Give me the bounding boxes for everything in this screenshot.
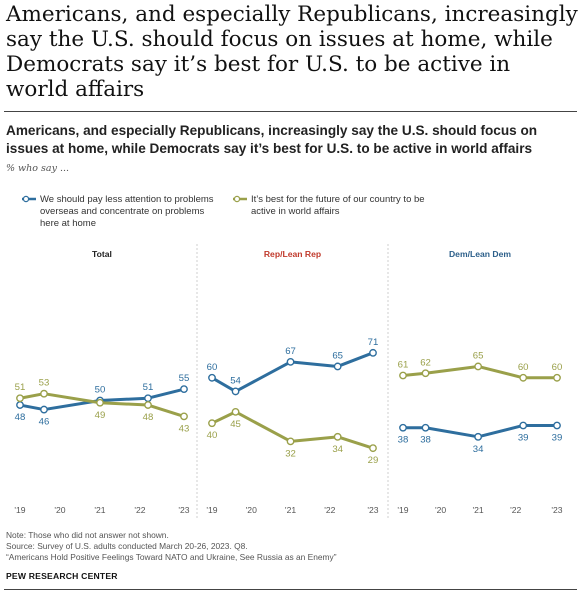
footer-divider bbox=[4, 589, 577, 590]
data-point bbox=[369, 444, 377, 453]
data-point bbox=[421, 369, 430, 378]
x-tick-label-total: '21 bbox=[94, 505, 105, 515]
data-point bbox=[286, 437, 295, 446]
data-point bbox=[16, 401, 24, 409]
data-point bbox=[40, 405, 48, 414]
legend-marker-world-icon bbox=[233, 195, 247, 203]
x-tick-label-rep: '23 bbox=[367, 505, 378, 515]
data-label: 51 bbox=[143, 382, 154, 393]
panel-title-total: Total bbox=[92, 249, 112, 259]
data-point bbox=[144, 401, 152, 409]
x-tick-label-rep: '22 bbox=[324, 505, 335, 515]
data-point bbox=[231, 407, 240, 416]
data-label: 65 bbox=[473, 350, 484, 361]
data-point bbox=[474, 432, 483, 441]
data-point bbox=[40, 389, 48, 398]
data-label: 46 bbox=[39, 417, 50, 428]
data-label: 62 bbox=[420, 357, 431, 368]
data-label: 45 bbox=[230, 419, 241, 430]
data-label: 55 bbox=[179, 373, 190, 384]
panel-title-dem: Dem/Lean Dem bbox=[449, 249, 511, 259]
data-label: 61 bbox=[398, 360, 409, 371]
legend-label-world: It’s best for the future of our country … bbox=[251, 194, 425, 217]
legend-label-home: We should pay less attention to problems… bbox=[40, 194, 214, 229]
data-label: 60 bbox=[207, 362, 218, 373]
data-label: 43 bbox=[179, 423, 190, 434]
data-label: 53 bbox=[39, 378, 50, 389]
data-label: 40 bbox=[207, 430, 218, 441]
x-tick-label-dem: '23 bbox=[551, 505, 562, 515]
data-label: 34 bbox=[332, 444, 343, 455]
line-chart-panels: Total '19 '20 '21 '22 '23 48 46 50 51 55 51 53 49 48 43… bbox=[14, 244, 563, 520]
data-label: 60 bbox=[518, 362, 529, 373]
data-label: 38 bbox=[420, 435, 431, 446]
pew-logo-text: PEW RESEARCH CENTER bbox=[6, 571, 118, 581]
data-label: 71 bbox=[368, 337, 379, 348]
data-label: 65 bbox=[332, 350, 343, 361]
data-label: 39 bbox=[552, 432, 563, 443]
data-point bbox=[144, 394, 152, 403]
data-point bbox=[399, 371, 407, 380]
x-tick-label-total: '20 bbox=[54, 505, 65, 515]
x-tick-label-dem: '21 bbox=[473, 505, 484, 515]
data-point bbox=[208, 419, 216, 428]
data-point bbox=[333, 362, 342, 371]
data-point bbox=[553, 421, 561, 430]
x-tick-label-dem: '20 bbox=[435, 505, 446, 515]
data-label: 34 bbox=[473, 444, 484, 455]
data-label: 60 bbox=[552, 362, 563, 373]
x-tick-label-rep: '19 bbox=[206, 505, 217, 515]
data-label: 32 bbox=[285, 448, 296, 459]
data-point bbox=[286, 358, 295, 366]
data-label: 67 bbox=[285, 346, 296, 357]
legend-marker-home-icon bbox=[22, 195, 36, 203]
data-label: 48 bbox=[15, 412, 26, 423]
who-say-label: % who say ... bbox=[6, 163, 70, 174]
data-point bbox=[519, 421, 528, 430]
source-text: Source: Survey of U.S. adults conducted … bbox=[6, 541, 248, 551]
data-point bbox=[553, 373, 561, 382]
data-point bbox=[519, 373, 528, 382]
data-point bbox=[369, 348, 377, 357]
data-label: 49 bbox=[95, 410, 106, 421]
x-tick-label-dem: '19 bbox=[397, 505, 408, 515]
chart-subtitle: Americans, and especially Republicans, i… bbox=[6, 123, 538, 156]
data-label: 29 bbox=[368, 455, 379, 466]
x-tick-label-rep: '20 bbox=[246, 505, 257, 515]
data-point bbox=[180, 412, 188, 421]
data-label: 48 bbox=[143, 412, 154, 423]
headline: Americans, and especially Republicans, i… bbox=[6, 2, 578, 102]
report-title-text: “Americans Hold Positive Feelings Toward… bbox=[6, 552, 337, 562]
data-point bbox=[333, 432, 342, 441]
note-text: Note: Those who did not answer not shown… bbox=[6, 530, 169, 540]
panel-title-rep: Rep/Lean Rep bbox=[264, 249, 321, 259]
data-label: 51 bbox=[15, 382, 26, 393]
data-point bbox=[474, 362, 483, 371]
data-point bbox=[180, 385, 188, 394]
data-point bbox=[231, 387, 240, 396]
data-label: 39 bbox=[518, 432, 529, 443]
headline-divider bbox=[4, 111, 577, 112]
data-label: 54 bbox=[230, 375, 241, 386]
x-tick-label-total: '22 bbox=[134, 505, 145, 515]
x-tick-label-dem: '22 bbox=[510, 505, 521, 515]
x-tick-label-total: '19 bbox=[14, 505, 25, 515]
data-point bbox=[96, 398, 104, 407]
data-label: 50 bbox=[95, 385, 106, 396]
data-point bbox=[208, 373, 216, 382]
data-point bbox=[421, 423, 430, 432]
x-tick-label-total: '23 bbox=[178, 505, 189, 515]
x-tick-label-rep: '21 bbox=[285, 505, 296, 515]
data-point bbox=[399, 423, 407, 432]
data-point bbox=[16, 394, 24, 403]
data-label: 38 bbox=[398, 435, 409, 446]
